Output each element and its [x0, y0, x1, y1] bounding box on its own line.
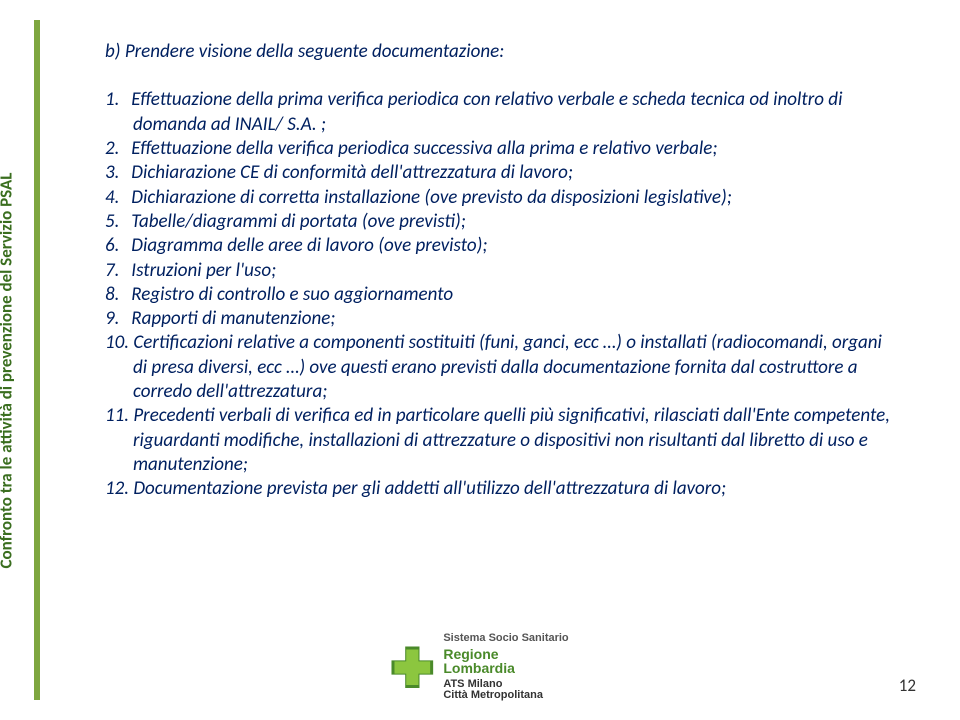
sidebar: Confronto tra le attività di prevenzione… [0, 0, 48, 720]
list-item: 10. Certificazioni relative a componenti… [105, 331, 900, 404]
logo-line: Sistema Socio Sanitario [443, 633, 568, 645]
item-number: 4. [105, 186, 127, 210]
item-text: Dichiarazione CE di conformità dell'attr… [131, 161, 573, 184]
logo-line: Città Metropolitana [443, 690, 568, 702]
item-text: Tabelle/diagrammi di portata (ove previs… [131, 210, 466, 233]
list-item: 5. Tabelle/diagrammi di portata (ove pre… [105, 210, 900, 234]
item-number: 7. [105, 259, 127, 283]
list-item: 6. Diagramma delle aree di lavoro (ove p… [105, 234, 900, 258]
list-item: 3. Dichiarazione CE di conformità dell'a… [105, 161, 900, 185]
list-item: 2. Effettuazione della verifica periodic… [105, 137, 900, 161]
sidebar-label: Confronto tra le attività di prevenzione… [0, 173, 17, 569]
item-number: 12. [105, 477, 129, 501]
list-item: 12. Documentazione prevista per gli adde… [105, 477, 900, 501]
logo-text-block: Sistema Socio Sanitario Regione Lombardi… [443, 633, 568, 702]
item-text: Rapporti di manutenzione; [131, 307, 335, 330]
list-item: 11. Precedenti verbali di verifica ed in… [105, 404, 900, 477]
item-text: Istruzioni per l'uso; [131, 259, 276, 282]
logo-line: Regione [443, 647, 568, 662]
item-text: Dichiarazione di corretta installazione … [131, 186, 732, 209]
list-item: 9. Rapporti di manutenzione; [105, 307, 900, 331]
item-number: 1. [105, 88, 127, 112]
documentation-list: 1. Effettuazione della prima verifica pe… [105, 88, 900, 501]
item-number: 11. [105, 404, 129, 428]
item-number: 5. [105, 210, 127, 234]
list-item: 4. Dichiarazione di corretta installazio… [105, 186, 900, 210]
item-number: 6. [105, 234, 127, 258]
item-text: Effettuazione della verifica periodica s… [131, 137, 717, 160]
item-text: Diagramma delle aree di lavoro (ove prev… [131, 234, 487, 257]
page-number: 12 [899, 675, 916, 696]
item-number: 3. [105, 161, 127, 185]
logo-line: Lombardia [443, 661, 568, 676]
list-item: 8. Registro di controllo e suo aggiornam… [105, 283, 900, 307]
list-item: 1. Effettuazione della prima verifica pe… [105, 88, 900, 137]
item-text: Precedenti verbali di verifica ed in par… [133, 404, 890, 476]
item-number: 9. [105, 307, 127, 331]
item-text: Registro di controllo e suo aggiornament… [131, 283, 453, 306]
item-number: 8. [105, 283, 127, 307]
lombardia-cross-icon [391, 646, 433, 688]
sidebar-accent-bar [34, 20, 40, 700]
item-text: Certificazioni relative a componenti sos… [133, 331, 882, 403]
item-text: Effettuazione della prima verifica perio… [131, 88, 842, 135]
footer-logo: Sistema Socio Sanitario Regione Lombardi… [391, 633, 568, 702]
item-number: 10. [105, 331, 129, 355]
section-heading: b) Prendere visione della seguente docum… [105, 40, 900, 64]
item-text: Documentazione prevista per gli addetti … [133, 477, 726, 500]
item-number: 2. [105, 137, 127, 161]
main-content: b) Prendere visione della seguente docum… [105, 40, 900, 502]
list-item: 7. Istruzioni per l'uso; [105, 259, 900, 283]
